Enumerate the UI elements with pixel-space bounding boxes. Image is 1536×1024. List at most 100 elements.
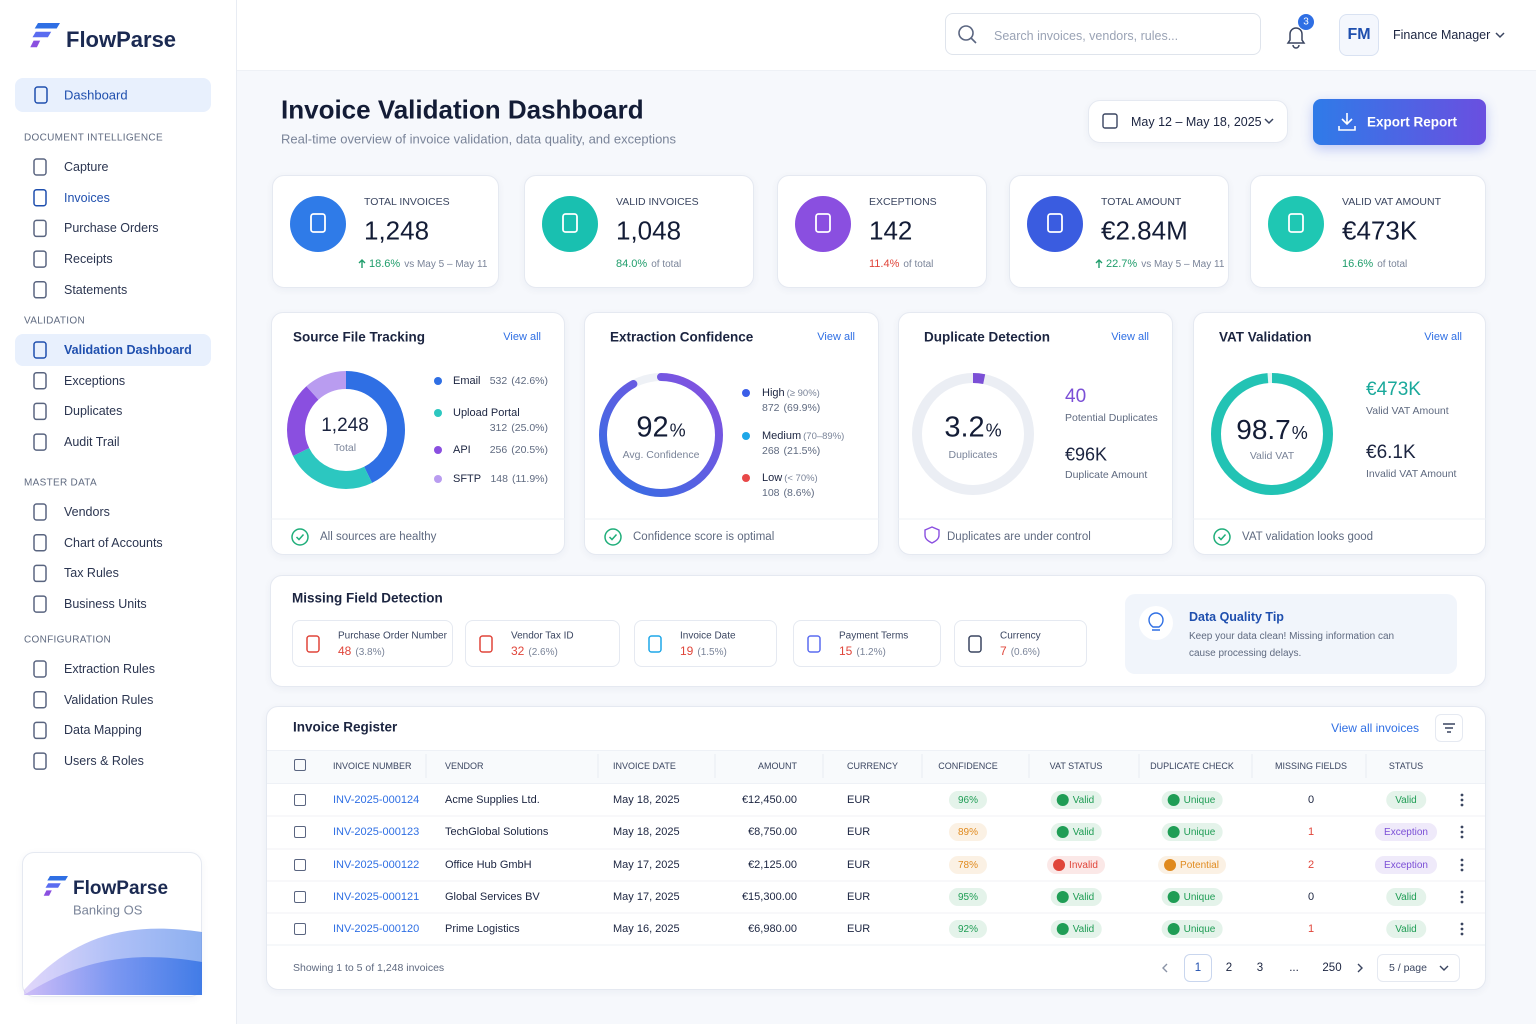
kpi-label: EXCEPTIONS [869, 196, 937, 208]
text: (20.5%) [511, 444, 548, 456]
nav-item[interactable]: Capture [64, 160, 109, 174]
kpi-label: TOTAL AMOUNT [1101, 196, 1182, 208]
badge-text: Invalid [1069, 859, 1098, 871]
column-header: MISSING FIELDS [1274, 761, 1348, 771]
badge: Valid [1050, 791, 1102, 809]
text: (≥ 90%) [786, 388, 820, 399]
checkbox[interactable] [294, 859, 306, 871]
badge: Valid [1050, 920, 1102, 938]
field-name: Payment Terms [839, 630, 909, 642]
invoice-link[interactable]: INV-2025-000121 [333, 891, 420, 903]
text: (69.9%) [783, 402, 821, 414]
checkbox[interactable] [294, 759, 306, 771]
badge: Unique [1161, 823, 1223, 841]
view-all-link[interactable]: View all [817, 331, 855, 343]
tip-box [1125, 594, 1457, 674]
kpi-delta: 22.7% [1106, 258, 1138, 270]
nav-item[interactable]: Dashboard [64, 87, 128, 103]
invoice-link[interactable]: INV-2025-000124 [333, 794, 420, 806]
nav-item[interactable]: Data Mapping [64, 723, 142, 738]
table-cell: EUR [847, 859, 871, 871]
nav-item[interactable]: Duplicates [64, 404, 123, 419]
table-cell: Global Services BV [445, 891, 540, 903]
nav-item[interactable]: Purchase Orders [64, 221, 159, 236]
kpi-change: 22.7% vs May 5 – May 11 [1106, 258, 1224, 270]
export-label: Export Report [1367, 114, 1458, 130]
table-cell: TechGlobal Solutions [445, 826, 549, 838]
view-all-link[interactable]: View all [1424, 331, 1462, 343]
badge: Valid [1386, 791, 1426, 809]
nav-item[interactable]: Exceptions [64, 373, 126, 388]
field-name: Currency [1000, 630, 1041, 642]
text: (3.8%) [355, 647, 385, 658]
nav-item[interactable]: Validation Rules [64, 692, 154, 707]
nav-item[interactable]: Vendors [64, 505, 110, 519]
text: 108 [762, 487, 780, 499]
view-all-link[interactable]: View all [503, 331, 541, 343]
table-cell: €12,450.00 [741, 794, 797, 806]
nav-item[interactable]: Audit Trail [64, 435, 120, 450]
promo-name: FlowParse [73, 878, 169, 899]
kpi-label: TOTAL INVOICES [364, 196, 450, 208]
nav-item[interactable]: Statements [64, 282, 128, 297]
checkbox[interactable] [294, 923, 306, 935]
page-number[interactable]: ... [1289, 962, 1299, 974]
text: 7 [1000, 644, 1007, 658]
nav-item[interactable]: Users & Roles [64, 754, 144, 769]
kpi-label: VALID VAT AMOUNT [1342, 196, 1441, 208]
filter-button[interactable] [1435, 714, 1463, 742]
card-footer: All sources are healthy [320, 531, 437, 543]
kpi-change: 84.0% of total [616, 258, 681, 270]
legend-name: Upload Portal [453, 407, 520, 419]
badge-text: Valid [1072, 794, 1095, 806]
checkbox[interactable] [294, 891, 306, 903]
page-number[interactable]: 1 [1194, 962, 1202, 974]
view-all-link[interactable]: View all invoices [1331, 721, 1419, 735]
nav-item[interactable]: Tax Rules [64, 566, 119, 581]
user-role[interactable]: Finance Manager [1393, 28, 1491, 42]
column-header: STATUS [1388, 761, 1424, 771]
text: (< 70%) [784, 473, 818, 484]
page-number[interactable]: 3 [1256, 962, 1264, 974]
nav-item[interactable]: Validation Dashboard [64, 343, 192, 357]
donut-total: 1,248 [321, 415, 369, 436]
page-number[interactable]: 2 [1225, 962, 1233, 974]
kpi-note: of total [903, 259, 934, 270]
notification-count[interactable]: 3 [1303, 16, 1309, 28]
date-picker[interactable] [1088, 100, 1288, 143]
text: 32 [511, 644, 525, 658]
nav-item[interactable]: Extraction Rules [64, 662, 156, 676]
page-subtitle: Real-time overview of invoice validation… [281, 131, 677, 147]
badge-text: Exception [1384, 859, 1428, 871]
text: 256 [489, 444, 508, 456]
table-cell: EUR [847, 794, 871, 806]
nav-section-title: VALIDATION [24, 315, 85, 327]
badge: Unique [1161, 791, 1223, 809]
invoice-link[interactable]: INV-2025-000122 [333, 859, 420, 871]
stat-value: €6.1K [1366, 442, 1416, 463]
nav-item[interactable]: Receipts [64, 252, 113, 267]
donut-label: Total [333, 442, 357, 454]
page-number[interactable]: 250 [1322, 962, 1342, 974]
badge-text: 96% [957, 794, 979, 806]
nav-active[interactable] [15, 334, 211, 366]
badge-text: Valid [1395, 891, 1417, 903]
legend-name: SFTP [453, 473, 482, 485]
kpi-change: 16.6% of total [1342, 258, 1407, 270]
missing-field [465, 620, 620, 667]
duplicate-detection-card [898, 312, 1173, 555]
badge-text: Potential [1180, 859, 1219, 871]
checkbox[interactable] [294, 826, 306, 838]
checkbox[interactable] [294, 794, 306, 806]
invoice-link[interactable]: INV-2025-000120 [333, 923, 420, 935]
nav-item[interactable]: Invoices [64, 190, 110, 205]
promo-card [22, 852, 202, 997]
avatar[interactable] [1339, 14, 1379, 56]
badge-text: Valid [1072, 826, 1095, 838]
invoice-link[interactable]: INV-2025-000123 [333, 826, 420, 838]
search-box[interactable] [945, 13, 1261, 55]
page-title: Invoice Validation Dashboard [281, 94, 644, 125]
nav-item[interactable]: Business Units [64, 597, 147, 612]
view-all-link[interactable]: View all [1111, 331, 1149, 343]
nav-item[interactable]: Chart of Accounts [64, 535, 163, 550]
